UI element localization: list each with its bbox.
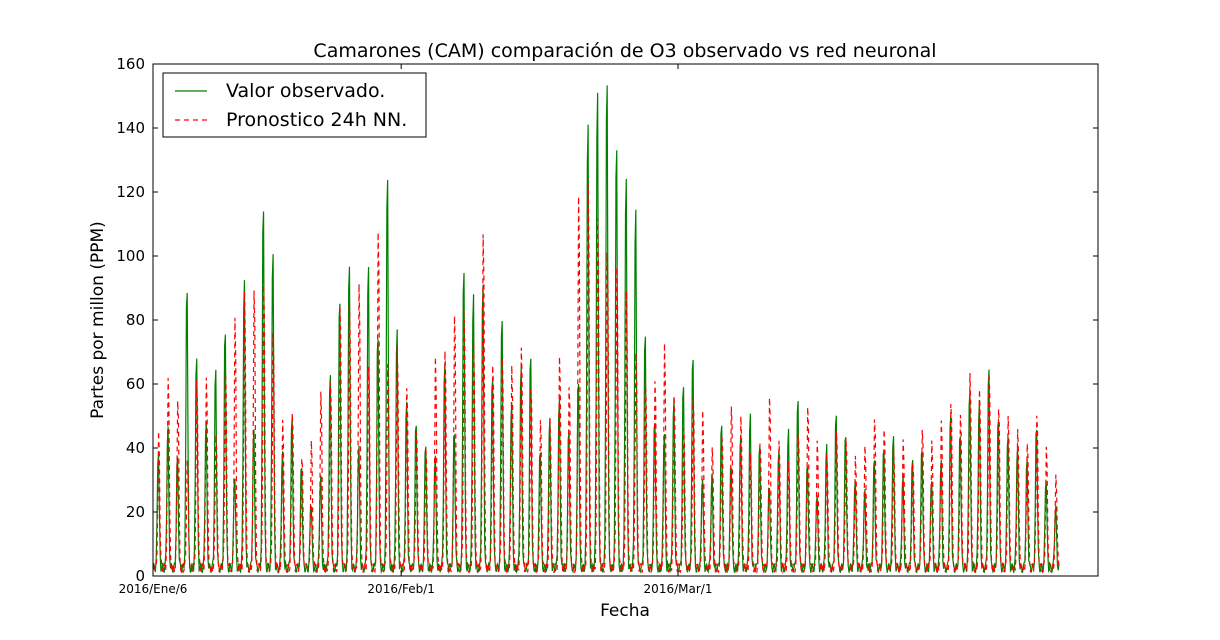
legend-label-forecast: Pronostico 24h NN. xyxy=(226,109,407,131)
legend-box xyxy=(162,72,427,138)
legend-label-observed: Valor observado. xyxy=(226,80,385,102)
series-layer xyxy=(152,85,1060,575)
x-tick-label: 2016/Ene/6 xyxy=(119,582,188,596)
y-tick-label: 100 xyxy=(116,247,145,265)
x-tick-label: 2016/Mar/1 xyxy=(644,582,713,596)
x-tick-label: 2016/Feb/1 xyxy=(367,582,435,596)
y-tick-label: 20 xyxy=(126,503,145,521)
y-tick-label: 40 xyxy=(126,439,145,457)
legend: Valor observado. Pronostico 24h NN. xyxy=(162,72,427,138)
y-tick-label: 60 xyxy=(126,375,145,393)
series-line-forecast xyxy=(152,183,1060,575)
y-tick-label: 140 xyxy=(116,119,145,137)
x-axis-title: Fecha xyxy=(600,601,650,621)
y-tick-label: 0 xyxy=(135,567,145,585)
y-tick-label: 80 xyxy=(126,311,145,329)
chart-title: Camarones (CAM) comparación de O3 observ… xyxy=(313,40,936,62)
y-tick-label: 120 xyxy=(116,183,145,201)
y-axis-title: Partes por millon (PPM) xyxy=(88,221,108,419)
y-tick-label: 160 xyxy=(116,55,145,73)
ticks-layer: 0 20 40 60 80 100 120 140 160 2016/Ene/6 2016/Feb/… xyxy=(116,55,1098,596)
